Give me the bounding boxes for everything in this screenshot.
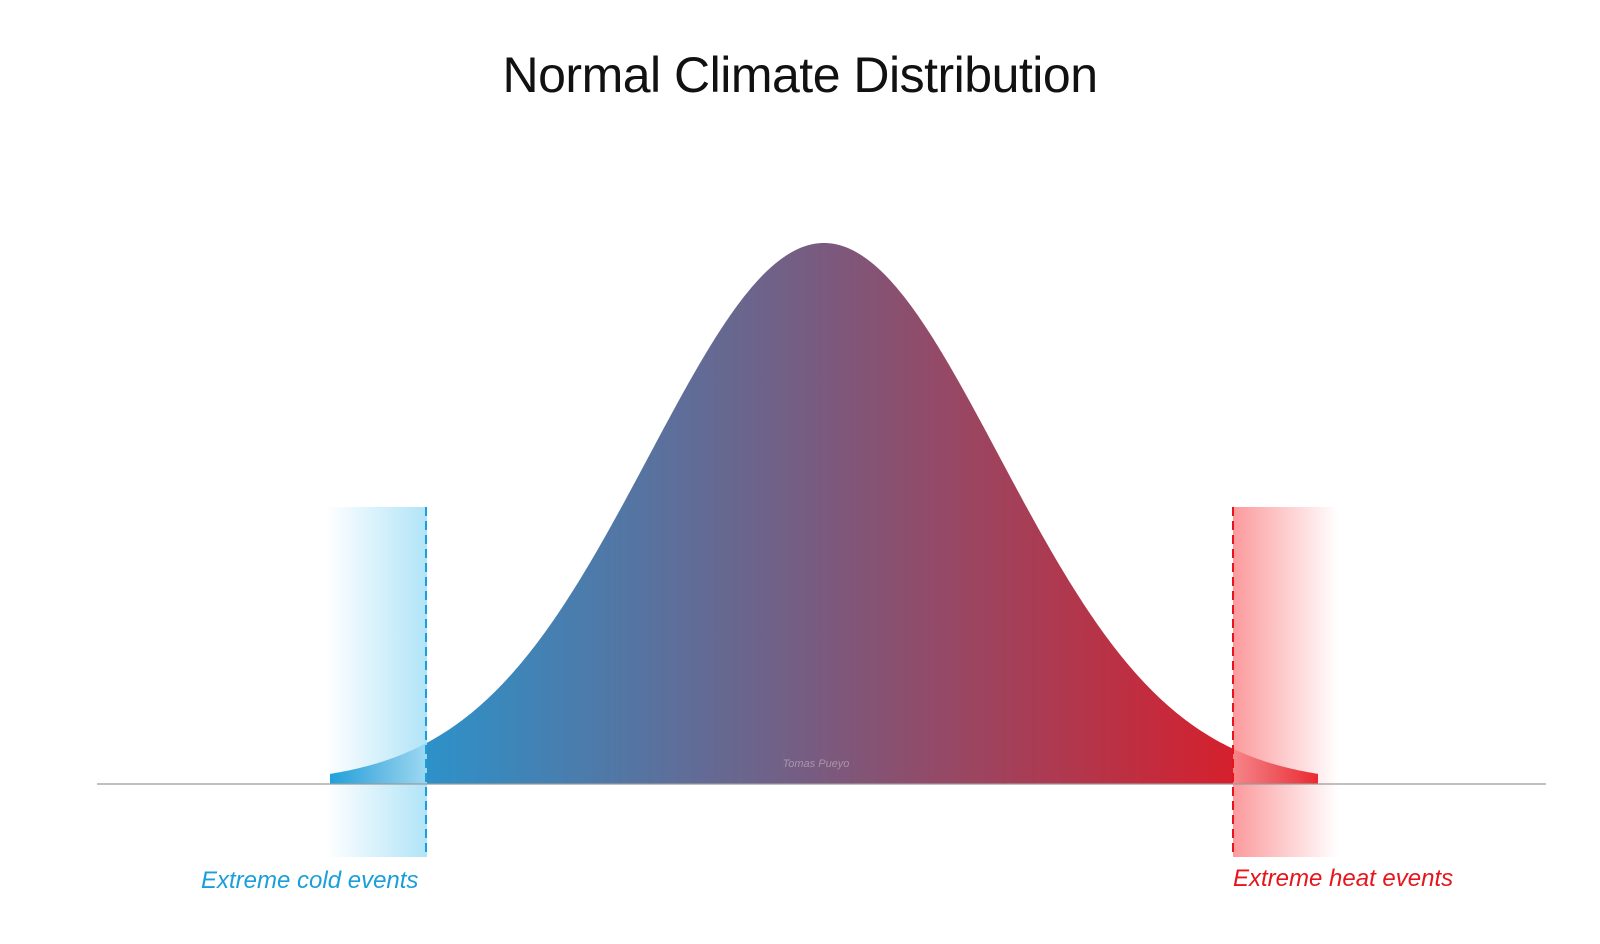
heat-extreme-band <box>1233 507 1338 857</box>
cold-extreme-band <box>326 507 427 857</box>
author-watermark: Tomas Pueyo <box>782 758 850 770</box>
bell-curve <box>330 243 1318 784</box>
heat-events-label: Extreme heat events <box>1233 865 1454 892</box>
cold-events-label: Extreme cold events <box>201 867 419 894</box>
page-title: Normal Climate Distribution <box>502 47 1099 103</box>
